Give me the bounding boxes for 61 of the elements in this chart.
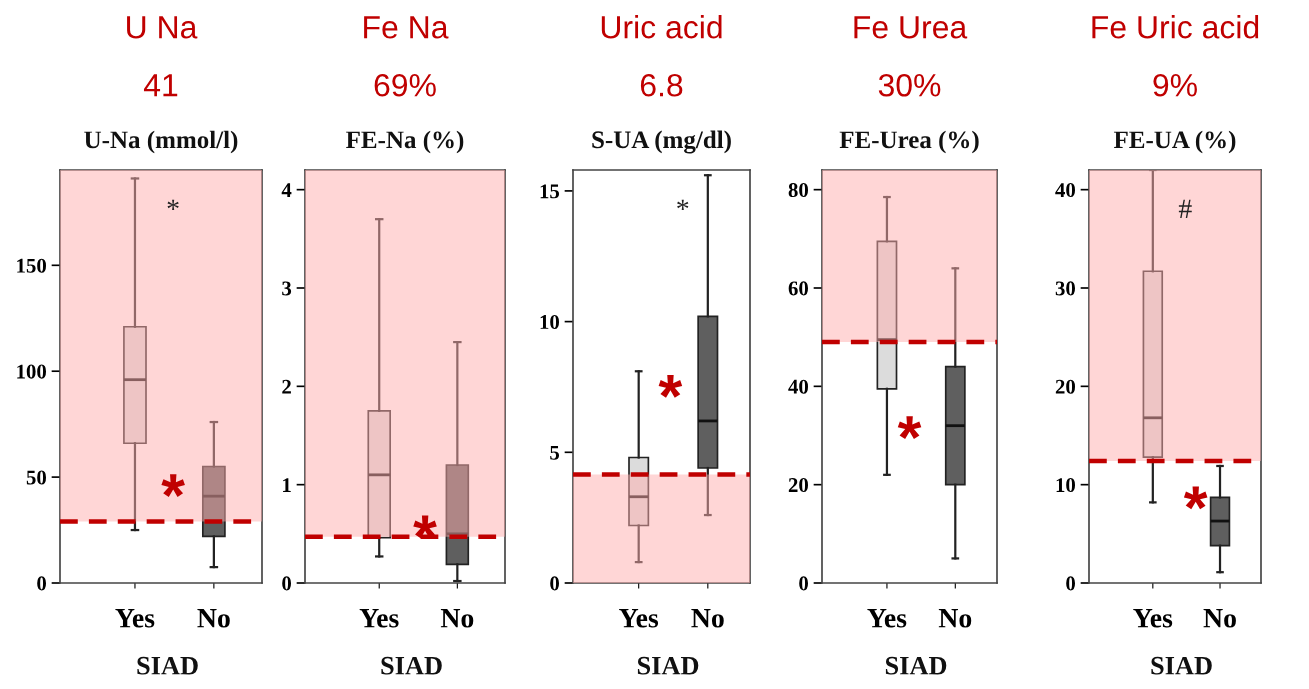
chart-title: Fe Uric acid: [1092, 15, 1259, 39]
y-tick-label: 50: [26, 470, 47, 485]
x-tick-label: Yes: [867, 609, 907, 628]
x-axis-title: SIAD: [137, 656, 198, 675]
y-tick-label: 40: [788, 379, 809, 394]
x-tick-label: Yes: [619, 609, 659, 628]
chart-title: Uric acid: [601, 15, 722, 39]
annotation: *: [658, 375, 683, 398]
y-tick-label: 10: [1056, 478, 1076, 493]
chart-title: U Na: [127, 16, 198, 39]
x-tick-label: No: [1203, 609, 1236, 628]
y-tick-label: 15: [540, 184, 560, 199]
chart-subtitle: 30%: [878, 73, 941, 97]
annotation: *: [677, 199, 689, 210]
annotation: *: [413, 515, 437, 539]
y-tick-label: 100: [17, 364, 47, 379]
y-tick-label: 40: [1055, 183, 1076, 198]
annotation: *: [161, 474, 185, 497]
chart-title: Fe Urea: [854, 16, 968, 39]
y-tick-label: 4: [281, 183, 292, 197]
chart-subtitle: 6.8: [640, 73, 683, 97]
y-tick-label: 20: [1055, 379, 1076, 394]
y-axis-title: FE-Na (%): [346, 130, 464, 154]
x-tick-label: No: [440, 609, 474, 628]
y-tick-label: 0: [799, 576, 809, 591]
y-tick-label: 2: [282, 379, 291, 394]
annotation: #: [1178, 199, 1192, 218]
x-tick-label: Yes: [1133, 609, 1173, 628]
y-tick-label: 10: [540, 314, 560, 330]
x-axis-title: SIAD: [637, 656, 699, 675]
x-tick-label: Yes: [115, 609, 155, 628]
y-tick-label: 0: [37, 576, 47, 591]
annotation: *: [167, 199, 179, 210]
chart-subtitle: 69%: [374, 73, 436, 97]
y-axis-title: FE-UA (%): [1113, 130, 1236, 154]
y-tick-label: 80: [788, 183, 809, 198]
x-axis-title: SIAD: [1151, 656, 1212, 675]
y-tick-label: 0: [550, 576, 560, 591]
x-tick-label: No: [938, 609, 972, 628]
y-tick-label: 150: [17, 258, 47, 273]
y-tick-label: 20: [788, 478, 809, 493]
y-axis-title: U-Na (mmol/l): [84, 130, 238, 154]
y-axis-title: FE-Urea (%): [839, 130, 979, 154]
y-tick-label: 1: [283, 478, 291, 492]
x-axis-title: SIAD: [381, 656, 442, 675]
x-axis-title: SIAD: [885, 656, 947, 675]
y-axis-title: S-UA (mg/dl): [592, 130, 731, 154]
annotation: *: [1183, 486, 1208, 510]
y-tick-label: 0: [1066, 576, 1076, 591]
chart-title: Fe Na: [364, 16, 449, 39]
x-tick-label: No: [691, 609, 724, 628]
chart-subtitle: 9%: [1153, 73, 1197, 97]
annotation: *: [897, 416, 922, 440]
y-tick-label: 5: [550, 445, 560, 460]
y-tick-label: 3: [282, 281, 292, 296]
x-tick-label: No: [197, 609, 230, 628]
y-tick-label: 60: [788, 281, 809, 296]
y-tick-label: 30: [1055, 281, 1076, 296]
x-tick-label: Yes: [359, 609, 399, 628]
y-tick-label: 0: [282, 576, 292, 591]
chart-subtitle: 41: [143, 74, 178, 97]
